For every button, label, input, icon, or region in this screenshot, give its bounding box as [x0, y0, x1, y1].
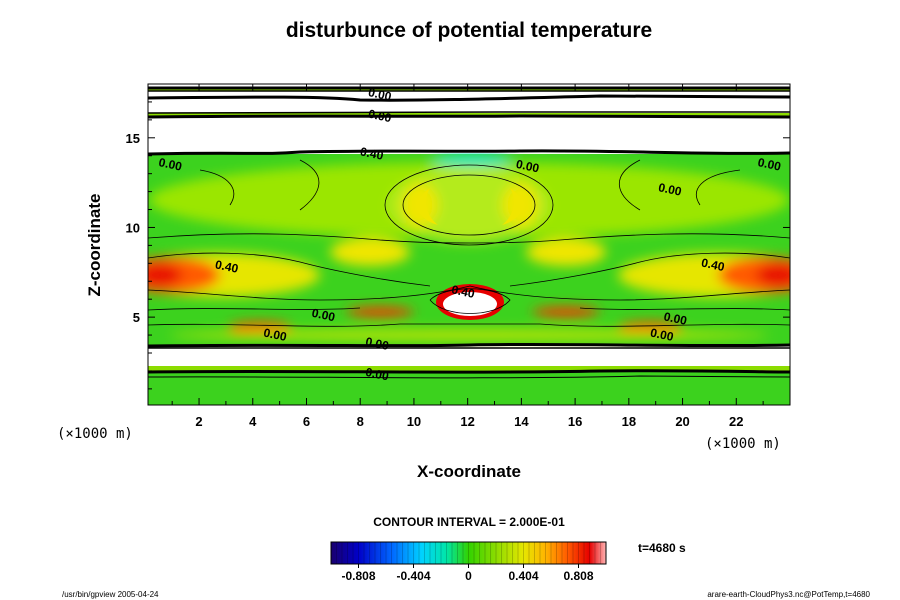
- colorbar-tick-label: -0.404: [396, 569, 430, 583]
- y-axis-label: Z-coordinate: [85, 194, 104, 297]
- plot-frame: [147, 83, 791, 406]
- colorbar-ticks: -0.808 -0.404 0 0.404 0.808: [341, 564, 594, 583]
- x-tick-label: 2: [195, 414, 202, 429]
- field-white-gap-upper: [148, 117, 790, 153]
- y-tick-label: 5: [133, 310, 140, 325]
- field-deep-red-right: [756, 265, 790, 285]
- contour-label: 0.00: [367, 85, 393, 104]
- field-lower-strip: [148, 366, 790, 372]
- x-tick-label: 20: [675, 414, 689, 429]
- x-tick-label: 6: [303, 414, 310, 429]
- x-tick-label: 16: [568, 414, 582, 429]
- contour-labels: 0.000.400.000.000.000.40 0.400.400.00 0.00…: [157, 85, 782, 383]
- contour-label: 0.00: [364, 365, 390, 384]
- contour-label: 0.00: [311, 306, 337, 325]
- field-crescent-left: [418, 188, 438, 225]
- x-tick-label: 4: [249, 414, 257, 429]
- field-wing-left: [330, 238, 410, 266]
- field-bubble-core: [443, 292, 497, 316]
- contour-label: 0.00: [756, 155, 782, 174]
- x-unit-label: (×1000 m): [705, 436, 781, 452]
- contour-label: 0.00: [649, 325, 675, 344]
- contour-label: 0.40: [359, 144, 385, 163]
- time-text: t=4680 s: [638, 541, 686, 555]
- contour-label: 0.00: [157, 155, 183, 174]
- contour-label: 0.00: [515, 157, 541, 176]
- x-tick-label: 18: [622, 414, 636, 429]
- contour-interval-text: CONTOUR INTERVAL = 2.000E-01: [373, 515, 565, 529]
- field-white-gap-top: [148, 91, 790, 111]
- x-tick-label: 12: [460, 414, 474, 429]
- colorbar-tick-label: -0.808: [341, 569, 375, 583]
- x-tick-label: 22: [729, 414, 743, 429]
- footer-source: arare-earth-CloudPhys3.nc@PotTemp,t=4680: [707, 590, 870, 599]
- contour-label: 0.40: [700, 256, 726, 275]
- x-axis-label: X-coordinate: [417, 462, 521, 481]
- x-tick-label: 10: [407, 414, 421, 429]
- field: [148, 84, 790, 405]
- contour-label: 0.40: [214, 257, 240, 276]
- y-ticks: 5 10 15: [126, 101, 790, 390]
- y-tick-label: 10: [126, 220, 140, 235]
- contour-label: 0.40: [450, 282, 476, 301]
- field-wing-right: [526, 238, 606, 266]
- colorbar-tick-label: 0.404: [508, 569, 538, 583]
- footer-program: /usr/bin/gpview 2005-04-24: [62, 590, 159, 599]
- contour-label: 0.00: [657, 180, 683, 199]
- field-low-red-center-left: [346, 307, 414, 317]
- colorbar-tick-label: 0: [465, 569, 472, 583]
- field-low-red-center-right: [532, 307, 600, 317]
- contour-label: 0.00: [364, 334, 390, 353]
- x-tick-label: 8: [357, 414, 364, 429]
- x-ticks: 2 4 6 8 10 12 14 16 18 20 22: [171, 84, 764, 429]
- colorbar-tick-label: 0.808: [563, 569, 593, 583]
- colorbar-stripes: [336, 542, 601, 564]
- field-deep-red-left: [148, 265, 182, 285]
- field-white-gap-mid: [148, 348, 790, 366]
- contour-label: 0.00: [367, 107, 393, 126]
- contour-label: 0.00: [662, 309, 688, 328]
- field-blue-top: [432, 154, 512, 166]
- chart-title: disturbunce of potential temperature: [286, 19, 652, 42]
- field-contours: [148, 159, 790, 327]
- contour-label: 0.00: [262, 325, 288, 344]
- z-unit-label: (×1000 m): [57, 426, 133, 442]
- field-strip-yellow: [169, 330, 769, 340]
- field-crescent-right: [502, 188, 522, 225]
- x-tick-label: 14: [514, 414, 529, 429]
- y-tick-label: 15: [126, 131, 140, 146]
